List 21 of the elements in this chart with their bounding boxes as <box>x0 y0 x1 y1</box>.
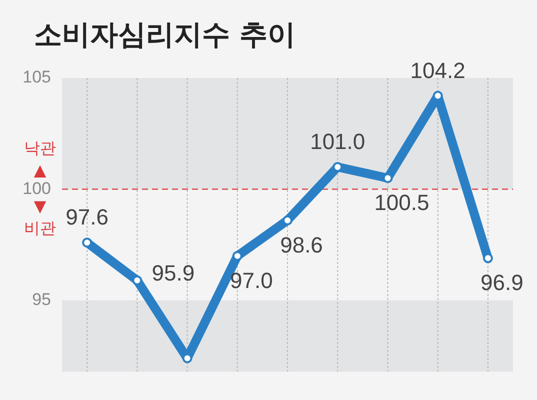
text: 비관 <box>24 218 56 238</box>
y-tick-label: 95 <box>32 290 51 310</box>
data-label: 104.2 <box>410 58 466 83</box>
point <box>482 253 493 264</box>
point <box>282 215 292 226</box>
point <box>232 250 242 261</box>
text: ▲ <box>34 160 47 180</box>
y-tick-label: 105 <box>22 68 51 87</box>
point <box>82 238 92 248</box>
point <box>132 275 142 286</box>
text: ▼ <box>34 196 47 216</box>
chart-title: 소비자심리지수 추이 <box>34 17 296 53</box>
data-label: 100.5 <box>374 190 430 216</box>
data-label: 98.6 <box>280 232 323 258</box>
data-label: 95.9 <box>152 260 195 286</box>
data-label: 101.0 <box>310 129 366 154</box>
data-label: 96.9 <box>480 270 524 296</box>
data-label: 97.6 <box>66 204 108 230</box>
data-label: 97.0 <box>230 268 273 293</box>
text: 낙관 <box>24 138 56 158</box>
y-tick-label: 100 <box>22 178 51 198</box>
